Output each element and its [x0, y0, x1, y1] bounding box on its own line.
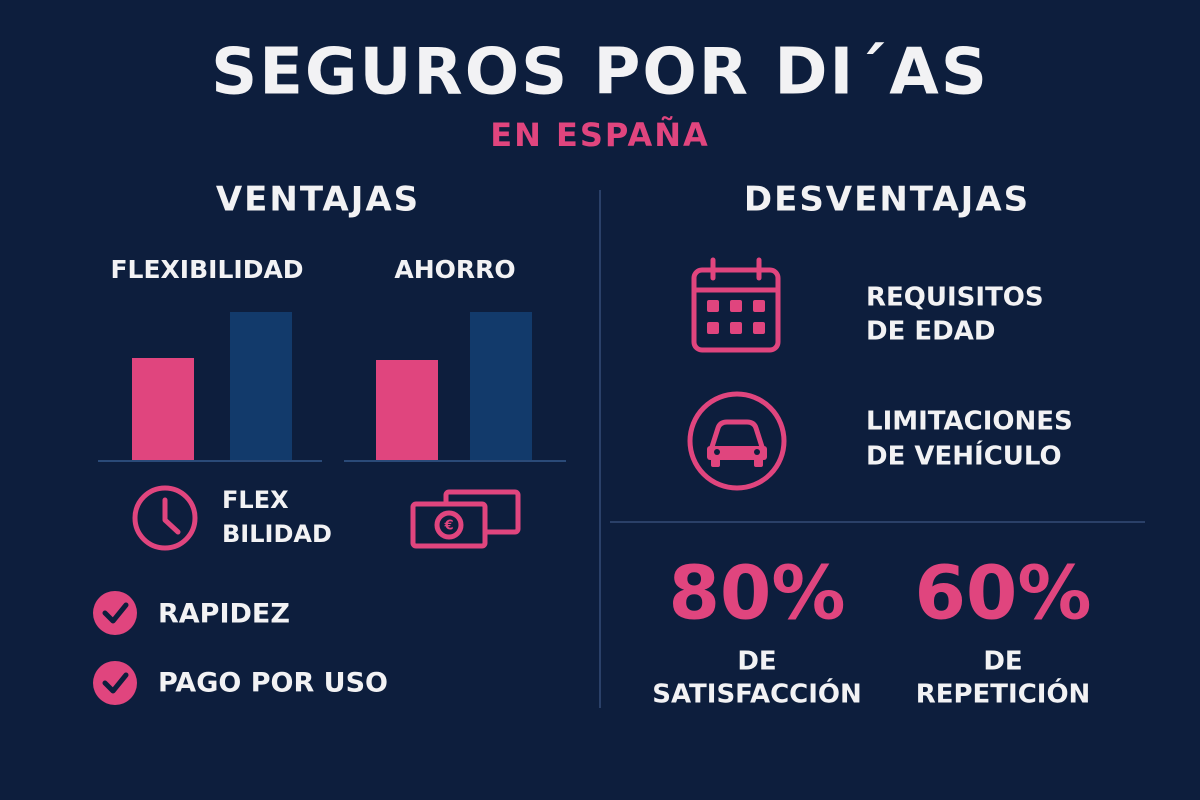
chart-label: FLEXIBILIDAD — [110, 255, 303, 284]
stat-label: DE — [983, 647, 1022, 677]
bar-charts: FLEXIBILIDAD AHORRO — [98, 255, 566, 462]
section-heading: VENTAJAS — [216, 180, 420, 220]
title: SEGUROS POR DI´AS — [211, 36, 989, 110]
checklist-item: RAPIDEZ — [158, 599, 290, 630]
bar — [230, 312, 292, 460]
item-label: DE EDAD — [866, 317, 995, 347]
subtitle: EN ESPAÑA — [490, 116, 710, 154]
check-icon — [93, 591, 137, 635]
checklist-item: PAGO POR USO — [158, 668, 388, 699]
item-label: DE VEHÍCULO — [866, 440, 1062, 472]
svg-text:€: € — [443, 519, 453, 534]
calendar-icon — [691, 257, 781, 353]
car-icon — [687, 391, 787, 491]
check-icon — [93, 661, 137, 705]
stat-value: 60% — [914, 551, 1091, 637]
section-heading: DESVENTAJAS — [744, 180, 1030, 220]
icon-label: FLEX — [222, 486, 289, 514]
clock-icon — [132, 485, 198, 551]
stat-label: SATISFACCIÓN — [652, 678, 862, 710]
item-label: LIMITACIONES — [866, 407, 1073, 437]
money-icon: € — [410, 489, 521, 549]
stat-label: DE — [737, 647, 776, 677]
stat-value: 80% — [668, 551, 845, 637]
item-label: REQUISITOS — [866, 283, 1044, 313]
icon-label: BILIDAD — [222, 520, 332, 548]
bar — [132, 358, 194, 460]
stat-label: REPETICIÓN — [916, 678, 1091, 710]
chart-label: AHORRO — [394, 255, 515, 284]
bar — [470, 312, 532, 460]
bar — [376, 360, 438, 460]
